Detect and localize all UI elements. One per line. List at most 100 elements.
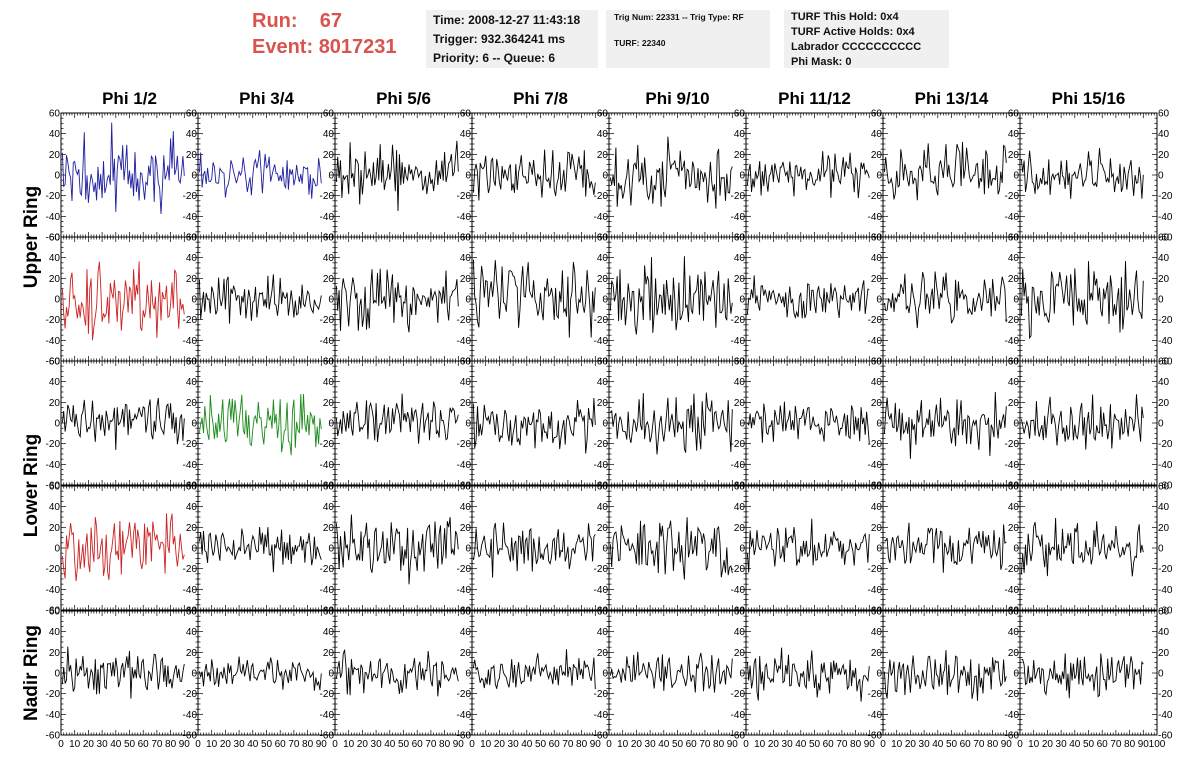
panel-frame	[334, 112, 473, 238]
y-tick-label: 60	[186, 109, 198, 120]
run-event-header: Run: 67 Event: 8017231	[252, 8, 397, 60]
y-tick-label: 60	[1008, 109, 1020, 120]
y-tick-label: 0	[328, 544, 334, 555]
y-tick-label: 60	[1008, 233, 1020, 244]
y-tick-label: 40	[871, 253, 883, 264]
y-tick-label: 40	[597, 129, 609, 140]
turf-line: TURF: 22340	[614, 38, 666, 48]
y-tick-label: -40	[320, 212, 335, 223]
y-tick-label: -20	[183, 315, 198, 326]
y-tick-label: 60	[871, 109, 883, 120]
y-tick-label: 40	[734, 502, 746, 513]
panel-frame	[471, 112, 610, 238]
run-label: Run:	[252, 10, 298, 32]
y-tick-label: 0	[328, 419, 334, 430]
y-tick-label: -40	[1005, 336, 1020, 347]
y-tick-label: 20	[1008, 398, 1020, 409]
y-tick-label: -40	[868, 336, 883, 347]
y-tick-label: 0	[54, 171, 60, 182]
y-tick-label: -40	[731, 212, 746, 223]
y-tick-label: -40	[731, 336, 746, 347]
y-tick-label: 40	[323, 377, 335, 388]
y-tick-label: 40	[734, 253, 746, 264]
y-tick-label: 0	[602, 544, 608, 555]
y-tick-label: -40	[594, 585, 609, 596]
y-tick-label: 40	[734, 377, 746, 388]
y-tick-label: 20	[186, 398, 198, 409]
panel-frame	[60, 236, 199, 362]
column-title: Phi 7/8	[513, 89, 568, 108]
labrador-line: Labrador CCCCCCCCCC	[791, 41, 922, 53]
y-tick-label: 60	[1008, 357, 1020, 368]
y-tick-label: 0	[465, 544, 471, 555]
y-tick-label: 40	[323, 129, 335, 140]
y-tick-label: -40	[183, 585, 198, 596]
y-tick-label: 60	[460, 109, 472, 120]
trigger-line: Trigger: 932.364241 ms	[433, 32, 566, 46]
y-tick-label: 40	[460, 253, 472, 264]
y-tick-label: -40	[1005, 212, 1020, 223]
y-tick-label: 0	[739, 295, 745, 306]
y-tick-label: 0	[54, 544, 60, 555]
y-tick-label: 20	[460, 150, 472, 161]
y-tick-label: 0	[465, 419, 471, 430]
y-tick-label: -40	[46, 336, 61, 347]
y-tick-label: 20	[323, 274, 335, 285]
y-tick-label: 60	[460, 482, 472, 493]
y-tick-label: -20	[46, 191, 61, 202]
y-tick-label: -60	[46, 606, 61, 617]
panel-frame	[197, 112, 336, 238]
y-tick-label: 60	[323, 109, 335, 120]
y-tick-label: 40	[597, 253, 609, 264]
y-tick-label: -20	[731, 315, 746, 326]
event-value: 8017231	[318, 36, 397, 58]
y-tick-label: 20	[871, 274, 883, 285]
y-tick-label: 40	[597, 377, 609, 388]
trigger-info-box: Trig Num: 22331 -- Trig Type: RF TURF: 2…	[606, 10, 770, 68]
y-tick-label: 40	[49, 502, 61, 513]
y-tick-label: -40	[457, 585, 472, 596]
y-tick-label: -20	[594, 315, 609, 326]
y-tick-label: 60	[734, 357, 746, 368]
y-tick-label: -40	[594, 460, 609, 471]
y-tick-label: -60	[46, 481, 61, 492]
y-tick-label: 20	[323, 523, 335, 534]
y-tick-label: -20	[183, 191, 198, 202]
y-tick-label: 60	[323, 233, 335, 244]
y-tick-label: 20	[49, 398, 61, 409]
y-tick-label: -20	[457, 564, 472, 575]
y-tick-label: 40	[871, 377, 883, 388]
y-tick-label: -20	[320, 315, 335, 326]
turf-active-holds-line: TURF Active Holds: 0x4	[791, 26, 915, 38]
y-tick-label: -60	[46, 357, 61, 368]
y-tick-label: -20	[320, 191, 335, 202]
y-tick-label: 0	[876, 171, 882, 182]
y-tick-label: -20	[731, 191, 746, 202]
y-tick-label: -20	[731, 439, 746, 450]
y-tick-label: 20	[186, 274, 198, 285]
y-tick-label: 40	[49, 253, 61, 264]
panel-frame	[1019, 112, 1158, 238]
y-tick-label: -20	[868, 191, 883, 202]
panel-frame	[334, 236, 473, 362]
y-tick-label: -40	[46, 460, 61, 471]
time-line: Time: 2008-12-27 11:43:18	[433, 13, 581, 27]
column-title: Phi 13/14	[915, 89, 989, 108]
trig-num-line: Trig Num: 22331 -- Trig Type: RF	[614, 12, 744, 22]
y-tick-label: 20	[49, 150, 61, 161]
panel-frame	[60, 485, 199, 611]
y-tick-label: -20	[46, 439, 61, 450]
y-tick-label: 60	[186, 357, 198, 368]
y-tick-label: -40	[594, 336, 609, 347]
y-tick-label: -40	[1005, 460, 1020, 471]
y-tick-label: 40	[323, 502, 335, 513]
y-tick-label: 20	[871, 398, 883, 409]
row-title: Nadir Ring	[21, 625, 42, 721]
